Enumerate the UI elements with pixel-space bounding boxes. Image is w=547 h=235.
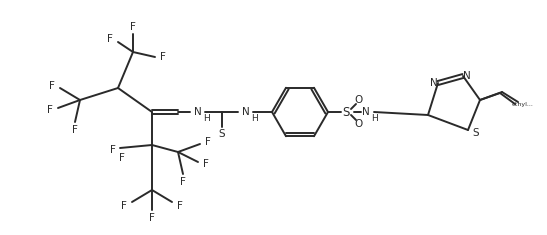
Text: F: F — [160, 52, 166, 62]
Text: F: F — [47, 105, 53, 115]
Text: F: F — [72, 125, 78, 135]
Text: N: N — [430, 78, 438, 88]
Text: S: S — [473, 128, 479, 138]
Text: F: F — [180, 177, 186, 187]
Text: N: N — [362, 107, 370, 117]
Text: F: F — [119, 153, 125, 163]
Text: O: O — [354, 95, 362, 105]
Text: N: N — [463, 71, 471, 81]
Text: N: N — [194, 107, 202, 117]
Text: O: O — [354, 119, 362, 129]
Text: F: F — [110, 145, 116, 155]
Text: F: F — [177, 201, 183, 211]
Text: H: H — [251, 114, 258, 122]
Text: F: F — [203, 159, 209, 169]
Text: F: F — [49, 81, 55, 91]
Text: H: H — [371, 114, 377, 122]
Text: F: F — [130, 22, 136, 32]
Text: F: F — [149, 213, 155, 223]
Text: F: F — [107, 34, 113, 44]
Text: ethyl...: ethyl... — [512, 102, 534, 106]
Text: F: F — [121, 201, 127, 211]
Text: S: S — [342, 106, 350, 118]
Text: H: H — [202, 114, 210, 122]
Text: F: F — [205, 137, 211, 147]
Text: N: N — [242, 107, 250, 117]
Text: S: S — [219, 129, 225, 139]
